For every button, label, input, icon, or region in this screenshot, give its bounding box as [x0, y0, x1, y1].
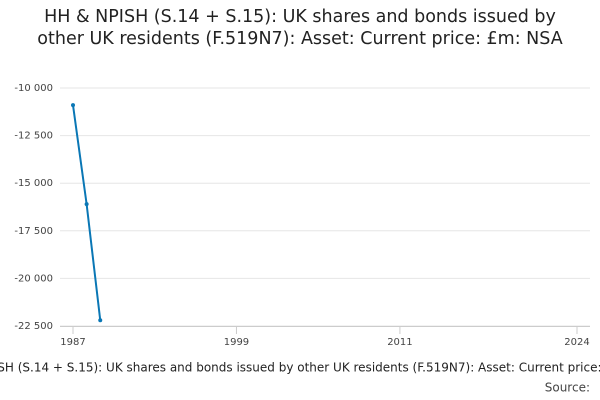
y-tick-label: -22 500: [14, 321, 53, 332]
source: Source:: [545, 381, 590, 395]
x-tick-label: 1999: [224, 337, 249, 348]
y-tick-label: -10 000: [14, 83, 53, 94]
y-tick-label: -15 000: [14, 178, 53, 189]
y-tick-label: -12 500: [14, 131, 53, 142]
data-point: [84, 202, 89, 207]
y-tick-label: -17 500: [14, 226, 53, 237]
y-tick-label: -20 000: [14, 273, 53, 284]
x-tick-label: 1987: [60, 337, 85, 348]
x-tick-label: 2024: [564, 337, 589, 348]
data-line: [72, 104, 102, 321]
x-tick-label: 2011: [387, 337, 412, 348]
x-axis-label: HH & NPISH (S.14 + S.15): UK shares and …: [0, 361, 600, 375]
data-point: [98, 318, 103, 323]
chart-title: HH & NPISH (S.14 + S.15): UK shares and …: [37, 7, 563, 49]
data-point: [71, 103, 75, 108]
